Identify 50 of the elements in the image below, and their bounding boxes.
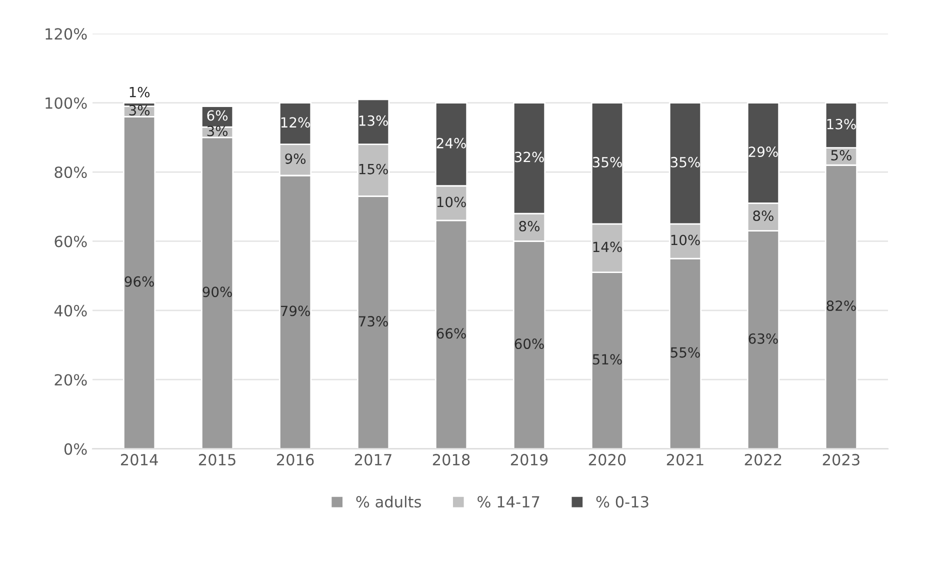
x-tick-label: 2023	[822, 454, 860, 466]
data-label: 10%	[671, 234, 700, 246]
data-label: 73%	[358, 316, 388, 327]
y-tick-label: 80%	[54, 166, 87, 178]
y-tick-label: 120%	[46, 28, 87, 40]
data-label: 66%	[436, 328, 466, 339]
data-label: 8%	[519, 220, 540, 232]
data-label: 32%	[514, 152, 544, 162]
x-tick-label: 2015	[198, 454, 236, 466]
data-label: 96%	[124, 276, 154, 287]
legend-label: % adults	[356, 496, 421, 508]
data-label: 55%	[670, 347, 700, 358]
data-label: 79%	[280, 306, 310, 316]
data-label: 51%	[592, 354, 622, 365]
x-tick-label: 2019	[510, 454, 548, 466]
x-tick-label: 2016	[276, 454, 314, 466]
y-tick-label: 60%	[54, 236, 87, 248]
data-label: 90%	[202, 286, 232, 298]
data-label: 63%	[748, 333, 778, 344]
data-label: 6%	[207, 110, 228, 121]
x-tick-label: 2014	[120, 454, 158, 466]
data-label: 82%	[826, 300, 856, 311]
data-label: 3%	[129, 105, 150, 116]
y-tick-label: 40%	[54, 304, 87, 316]
legend-label: % 14-17	[478, 496, 540, 508]
data-label: 60%	[514, 338, 544, 350]
data-label: 15%	[359, 164, 388, 174]
x-tick-label: 2017	[354, 454, 392, 466]
legend-label: % 0-13	[596, 496, 648, 508]
data-label: 9%	[285, 153, 306, 164]
data-label: 29%	[748, 146, 778, 158]
data-label: 35%	[670, 156, 700, 168]
data-label: 35%	[592, 156, 622, 168]
x-tick-label: 2021	[666, 454, 704, 466]
data-label: 3%	[207, 126, 228, 136]
data-label: 24%	[436, 138, 466, 148]
data-label: 1%	[130, 86, 150, 98]
data-label: 10%	[437, 196, 466, 208]
y-tick-label: 20%	[54, 374, 87, 386]
data-label: 13%	[359, 115, 388, 126]
y-tick-label: 100%	[46, 97, 87, 109]
x-tick-label: 2022	[744, 454, 782, 466]
data-label: 5%	[831, 150, 852, 160]
y-tick-label: 0%	[64, 443, 87, 455]
x-tick-label: 2020	[588, 454, 626, 466]
data-label: 12%	[281, 117, 310, 128]
data-label: 14%	[593, 242, 622, 252]
x-tick-label: 2018	[432, 454, 470, 466]
data-label: 13%	[827, 118, 856, 130]
data-label: 8%	[753, 210, 774, 222]
